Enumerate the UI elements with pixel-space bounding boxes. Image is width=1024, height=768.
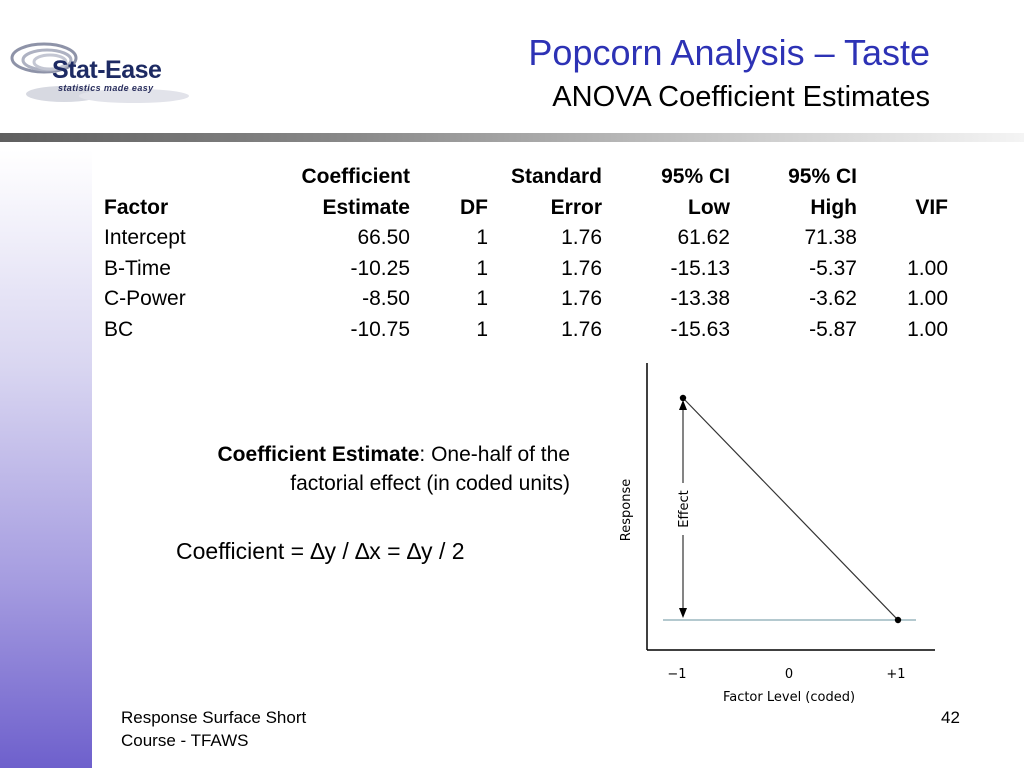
table-cell: -8.50 xyxy=(362,287,410,310)
table-header-row: Coefficient Standard 95% CI 95% CI xyxy=(104,162,948,193)
table-cell: BC xyxy=(104,317,134,341)
header-cell: 95% CI xyxy=(661,165,730,188)
table-cell: 1 xyxy=(476,287,488,310)
anova-table: Coefficient Standard 95% CI 95% CI Facto… xyxy=(104,162,948,345)
table-cell: 66.50 xyxy=(357,226,410,249)
table-cell: 1 xyxy=(476,317,488,341)
header-cell xyxy=(104,162,238,193)
table-cell: -15.63 xyxy=(670,317,730,341)
header-cell xyxy=(410,162,488,193)
header-cell: 95% CI xyxy=(788,165,857,188)
table-cell: -13.38 xyxy=(670,287,730,310)
page-number: 42 xyxy=(941,708,960,727)
stat-ease-logo xyxy=(10,42,189,103)
table-cell: -10.25 xyxy=(350,256,410,280)
x-axis-label: Factor Level (coded) xyxy=(723,690,855,705)
header-rule xyxy=(0,133,1024,142)
coefficient-formula: Coefficient = ∆y / ∆x = ∆y / 2 xyxy=(176,538,465,564)
header-cell: Coefficient xyxy=(301,165,410,188)
point-low xyxy=(679,394,687,402)
table-cell xyxy=(857,223,948,254)
table-cell: 1.76 xyxy=(561,287,602,310)
table-row: Intercept 66.50 1 1.76 61.62 71.38 xyxy=(104,223,948,254)
header-cell: VIF xyxy=(915,195,948,219)
table-cell: 71.38 xyxy=(804,226,857,249)
side-gradient xyxy=(0,150,92,768)
table-cell: 1.00 xyxy=(907,287,948,310)
table-cell: 1.00 xyxy=(907,317,948,341)
point-high xyxy=(894,616,902,624)
table-cell: 1.76 xyxy=(561,256,602,280)
definition-term: Coefficient Estimate xyxy=(217,443,420,466)
definition-line2: factorial effect (in coded units) xyxy=(290,472,570,495)
table-row: C-Power -8.50 1 1.76 -13.38 -3.62 1.00 xyxy=(104,284,948,315)
slide-subtitle: ANOVA Coefficient Estimates xyxy=(552,81,930,113)
effect-label-bg xyxy=(673,483,693,535)
y-axis-label: Response xyxy=(619,479,634,541)
effect-diagram: Effect Response −1 0 +1 Factor Level (co… xyxy=(619,363,935,705)
header-cell: High xyxy=(810,195,857,219)
table-row: BC -10.75 1 1.76 -15.63 -5.87 1.00 xyxy=(104,315,948,346)
x-tick-plus1: +1 xyxy=(886,667,905,682)
header-cell: Standard xyxy=(510,165,602,188)
footer-line2: Course - TFAWS xyxy=(121,731,249,750)
table-cell: 1.00 xyxy=(907,256,948,280)
header-cell xyxy=(857,162,948,193)
definition-line1: : One-half of the xyxy=(419,443,570,466)
table-cell: C-Power xyxy=(104,287,186,310)
effect-label: Effect xyxy=(677,490,692,527)
table-row: B-Time -10.25 1 1.76 -15.13 -5.37 1.00 xyxy=(104,254,948,285)
table-cell: 1 xyxy=(476,256,488,280)
table-cell: Intercept xyxy=(104,226,186,249)
table-cell: -3.62 xyxy=(809,287,857,310)
effect-arrow-up xyxy=(679,400,687,410)
header-cell: Factor xyxy=(104,195,169,219)
header-cell: Low xyxy=(688,195,730,219)
footer-line1: Response Surface Short xyxy=(121,708,307,727)
slide-title: Popcorn Analysis – Taste xyxy=(528,32,930,73)
definition-text: Coefficient Estimate: One-half of the fa… xyxy=(100,440,570,498)
table-cell: 1.76 xyxy=(561,226,602,249)
effect-arrow-down xyxy=(679,608,687,618)
header-cell: Error xyxy=(550,195,602,219)
table-cell: 61.62 xyxy=(677,226,730,249)
x-tick-minus1: −1 xyxy=(667,667,686,682)
header-cell: Estimate xyxy=(322,195,410,219)
x-tick-zero: 0 xyxy=(785,667,793,682)
logo-name: Stat-Ease xyxy=(52,56,162,84)
table-cell: -5.37 xyxy=(809,256,857,280)
header-cell: DF xyxy=(460,195,488,219)
table-cell: -10.75 xyxy=(350,317,410,341)
response-line xyxy=(682,397,899,621)
table-cell: B-Time xyxy=(104,256,171,280)
table-cell: 1 xyxy=(476,226,488,249)
table-cell: -5.87 xyxy=(809,317,857,341)
footer-course: Response Surface Short Course - TFAWS xyxy=(121,706,306,752)
table-cell: 1.76 xyxy=(561,317,602,341)
logo-tagline: statistics made easy xyxy=(58,83,154,93)
table-header-row: Factor Estimate DF Error Low High VIF xyxy=(104,193,948,224)
table-cell: -15.13 xyxy=(670,256,730,280)
